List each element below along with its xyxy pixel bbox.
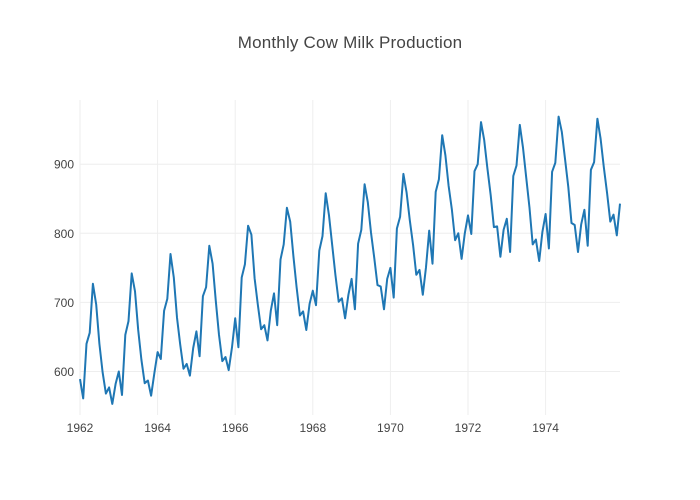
milk-production-line[interactable] [79,115,621,405]
chart-title: Monthly Cow Milk Production [237,33,463,52]
y-axis-tick-label: 600 [54,365,74,379]
x-axis-tick-label: 1972 [455,421,482,435]
x-axis-tick-label: 1964 [144,421,171,435]
x-axis-tick-label: 1970 [377,421,404,435]
y-axis-tick-label: 900 [54,158,74,172]
x-axis-tick-label: 1974 [532,421,559,435]
y-axis-tick-label: 800 [54,227,74,241]
x-axis-tick-label: 1962 [67,421,94,435]
x-axis-tick-label: 1968 [299,421,326,435]
y-axis-tick-label: 700 [54,296,74,310]
x-axis-tick-label: 1966 [222,421,249,435]
